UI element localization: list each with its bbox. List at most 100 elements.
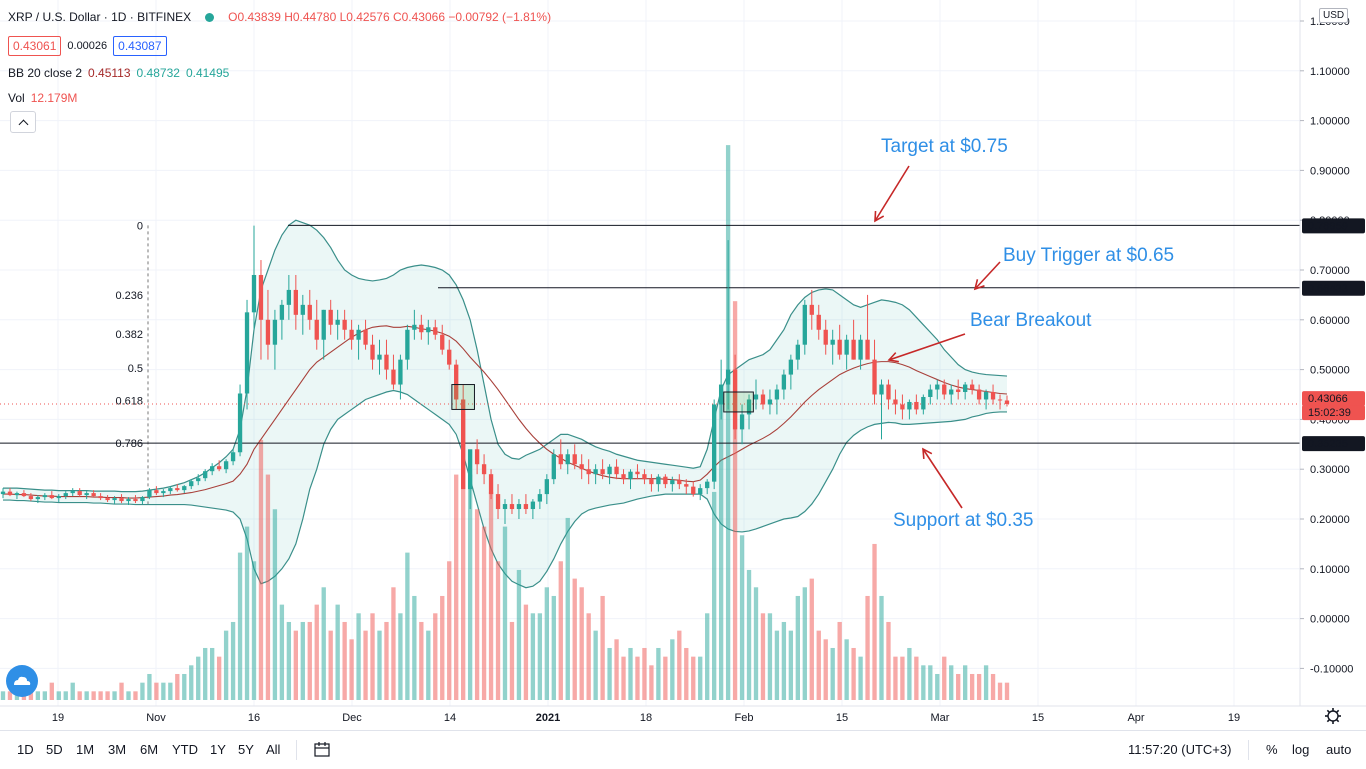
candle-body: [488, 474, 494, 495]
volume-bar: [628, 647, 633, 700]
volume-bar: [677, 630, 682, 700]
log-toggle[interactable]: log: [1292, 742, 1310, 757]
candle-body: [621, 474, 626, 480]
timeframe-ytd[interactable]: YTD: [172, 742, 198, 757]
candle-body: [900, 404, 905, 410]
volume-bar: [398, 613, 403, 700]
timeframe-3m[interactable]: 3M: [108, 742, 127, 757]
volume-bar: [572, 578, 577, 700]
currency-badge[interactable]: USD: [1319, 8, 1349, 23]
candle-body: [91, 493, 96, 497]
candle-body: [942, 384, 947, 395]
timeframe-1y[interactable]: 1Y: [210, 742, 226, 757]
candle-body: [746, 399, 752, 415]
candle-body: [244, 312, 250, 394]
volume-bar: [321, 587, 326, 700]
vol-value: 12.179M: [30, 91, 78, 105]
volume-bar: [830, 647, 835, 700]
candle-body: [858, 339, 863, 360]
volume-bar: [858, 656, 863, 700]
volume-bar: [112, 691, 117, 700]
candle-body: [342, 319, 347, 330]
fibonacci-retracement[interactable]: 0 0.236 0.382 0.5 0.618 0.786: [115, 220, 149, 505]
symbol-title[interactable]: XRP / U.S. Dollar · 1D · BITFINEX: [8, 10, 192, 24]
clock[interactable]: 11:57:20 (UTC+3): [1128, 742, 1232, 757]
arrow-buy-trigger: [974, 261, 1001, 290]
bottom-toolbar: 1D 5D 1M 3M 6M YTD 1Y 5Y All 11:57:20 (U…: [0, 730, 1366, 769]
tradingview-logo[interactable]: [6, 665, 38, 697]
candle-body: [705, 481, 710, 489]
volume-bar: [175, 673, 180, 700]
candle-body: [802, 304, 807, 345]
fib-level-label: 0.236: [115, 290, 143, 302]
bollinger-legend[interactable]: BB 20 close 2 0.45113 0.48732 0.41495: [8, 66, 229, 80]
gear-ring: [1327, 710, 1339, 722]
volume-bar: [461, 413, 466, 700]
buy-price[interactable]: 0.43087: [113, 36, 167, 56]
highlight-box[interactable]: [451, 384, 475, 410]
candle-body: [363, 329, 368, 345]
volume-legend[interactable]: Vol 12.179M: [8, 91, 77, 105]
volume-bar: [419, 621, 424, 700]
candle-body: [572, 454, 577, 465]
volume-bar: [983, 665, 989, 700]
price-marker-bg: [1302, 218, 1365, 234]
volume-bar: [405, 552, 410, 700]
volume-bar: [760, 613, 766, 700]
candle-body: [251, 274, 257, 313]
candle-body: [649, 479, 654, 485]
time-axis[interactable]: 19 Nov 16 Dec 14 2021 18 Feb 15 Mar 15 Apr 19: [0, 705, 1366, 724]
collapse-legend-button[interactable]: [10, 111, 36, 133]
price-marker-label: 0.78959: [1308, 220, 1348, 232]
timeframe-5d[interactable]: 5D: [46, 742, 63, 757]
timeframe-all[interactable]: All: [266, 742, 281, 757]
volume-bar: [851, 647, 856, 700]
candle-body: [335, 319, 340, 325]
timeframe-5y[interactable]: 5Y: [238, 742, 254, 757]
volume-bar: [293, 630, 298, 700]
candle-body: [349, 329, 354, 340]
volume-bar: [105, 691, 110, 700]
volume-bar: [544, 587, 549, 700]
candle-body: [440, 334, 445, 350]
quote-row: 0.43061 0.00026 0.43087: [8, 36, 167, 56]
percent-toggle[interactable]: %: [1266, 742, 1278, 757]
candle-body: [300, 304, 305, 315]
auto-toggle[interactable]: auto: [1326, 742, 1352, 757]
gear-icon[interactable]: [1325, 708, 1341, 724]
candle-body: [830, 339, 835, 345]
volume-bar: [816, 630, 821, 700]
candle-body: [384, 354, 389, 370]
annotation-bear-breakout: Bear Breakout: [970, 310, 1092, 331]
volume-bar: [49, 682, 54, 700]
date-range-icon[interactable]: [313, 741, 331, 759]
highlight-box[interactable]: [723, 391, 754, 413]
candle-body: [865, 339, 870, 360]
volume-bar: [412, 595, 417, 700]
sell-price[interactable]: 0.43061: [8, 36, 62, 56]
volume-bar: [551, 595, 556, 700]
annotation-target: Target at $0.75: [881, 136, 1008, 157]
volume-bar: [161, 682, 166, 700]
volume-bar: [837, 621, 842, 700]
timeframe-6m[interactable]: 6M: [140, 742, 159, 757]
candle-body: [816, 314, 821, 330]
candle-body: [614, 466, 619, 475]
volume-bar: [133, 691, 138, 700]
volume-bar: [670, 639, 675, 700]
price-axis[interactable]: 1.200001.100001.000000.900000.800000.700…: [1299, 0, 1366, 706]
time-tick-label: Dec: [342, 712, 362, 724]
candle-body: [677, 480, 682, 485]
price-tick-label: 0.30000: [1310, 464, 1350, 476]
candle-body: [565, 454, 570, 465]
volume-bar: [865, 595, 870, 700]
volume-bar: [509, 621, 515, 700]
timeframe-1d[interactable]: 1D: [17, 742, 34, 757]
candle-body: [963, 384, 968, 393]
timeframe-1m[interactable]: 1M: [76, 742, 95, 757]
bollinger-basis-line[interactable]: [3, 325, 1008, 499]
candle-body: [230, 452, 236, 462]
price-marker-bg: [1302, 391, 1365, 407]
volume-bar: [0, 691, 6, 700]
